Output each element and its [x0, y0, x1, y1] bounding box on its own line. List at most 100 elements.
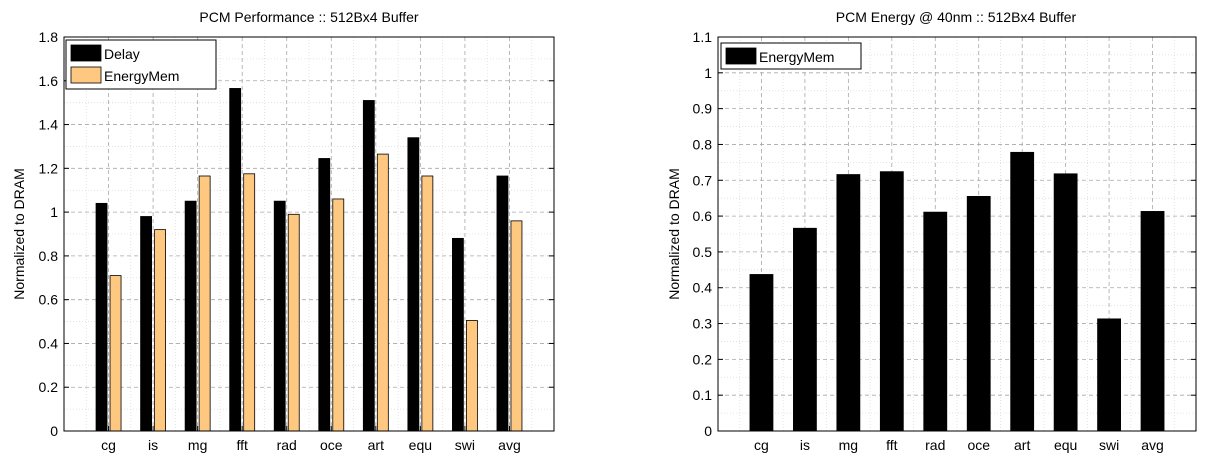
y-tick-label: 0.7	[693, 172, 713, 188]
x-axis-ticks: cg is mg fft rad oce art equ swi avg	[754, 426, 1164, 453]
minor-grid	[64, 37, 554, 431]
bar-delay-fft	[229, 88, 242, 432]
bar-energymem-equ	[421, 175, 434, 432]
bar-energymem-mg	[198, 175, 211, 432]
y-tick-label: 0.2	[693, 351, 713, 367]
legend: Delay EnergyMem	[65, 39, 217, 90]
bar-energymem-rad	[287, 213, 300, 432]
x-tick-label: fft	[236, 437, 248, 453]
bar-delay-swi	[452, 237, 464, 432]
x-tick-label: rad	[925, 437, 945, 453]
chart-title: PCM Energy @ 40nm :: 512Bx4 Buffer	[836, 9, 1077, 25]
y-tick-label: 1.4	[39, 117, 59, 133]
y-tick-label: 0	[704, 423, 712, 439]
axes-frame	[717, 36, 1197, 432]
x-tick-label: swi	[455, 437, 475, 453]
legend: EnergyMem	[720, 42, 862, 70]
y-tick-label: 0.8	[39, 248, 59, 264]
x-axis-ticks: cg is mg fft rad oce art equ swi avg	[101, 426, 521, 453]
chart-1: 0 0.2 0.4 0.6 0.8 1 1.2 1.4 1.6 1.8 cg is mg fft rad oc…	[11, 9, 555, 453]
y-axis-ticks: 0 0.1 0.2 0.3 0.4 0.5 0.6 0.7 0.8 0.9 1 1.1	[693, 29, 1196, 439]
x-tick-label: art	[368, 437, 384, 453]
bar-energymem-rad	[923, 211, 948, 432]
bar-energymem-cg	[109, 275, 122, 432]
x-tick-label: rad	[277, 437, 297, 453]
legend-swatch-energymem	[725, 47, 757, 65]
series-energymem	[109, 153, 523, 432]
legend-label-energymem: EnergyMem	[759, 49, 834, 65]
y-tick-label: 0	[50, 423, 58, 439]
x-tick-label: is	[148, 437, 158, 453]
x-tick-label: fft	[886, 437, 898, 453]
bar-delay-rad	[273, 200, 286, 432]
y-tick-label: 1	[50, 204, 58, 220]
major-grid	[64, 36, 554, 432]
bar-energymem-avg	[510, 220, 523, 432]
bar-energymem-equ	[1053, 173, 1078, 432]
y-tick-label: 0.5	[693, 244, 713, 260]
bar-energymem-swi	[466, 320, 478, 432]
bar-delay-art	[362, 100, 375, 432]
y-tick-label: 1.1	[693, 29, 713, 45]
bar-delay-equ	[407, 137, 420, 432]
y-axis-ticks: 0 0.2 0.4 0.6 0.8 1 1.2 1.4 1.6 1.8	[39, 29, 554, 439]
y-tick-label: 0.2	[39, 379, 59, 395]
y-tick-label: 0.4	[39, 335, 59, 351]
bar-delay-oce	[318, 158, 331, 432]
bar-energymem-is	[793, 227, 817, 432]
x-tick-label: oce	[320, 437, 343, 453]
x-tick-label: equ	[409, 437, 432, 453]
bar-energymem-art	[376, 153, 389, 432]
y-tick-label: 0.6	[39, 292, 59, 308]
x-tick-label: equ	[1054, 437, 1077, 453]
y-tick-label: 1.6	[39, 73, 59, 89]
bar-energymem-fft	[243, 173, 256, 432]
bar-energymem-fft	[879, 171, 904, 432]
legend-label-energymem: EnergyMem	[104, 68, 179, 84]
series-delay	[95, 88, 509, 432]
bar-energymem-art	[1010, 151, 1035, 432]
y-tick-label: 0.6	[693, 208, 713, 224]
chart-2: 0 0.1 0.2 0.3 0.4 0.5 0.6 0.7 0.8 0.9 1 1.1 cg is mg ff…	[666, 9, 1197, 453]
legend-swatch-energymem	[70, 66, 102, 84]
bar-energymem-mg	[836, 174, 861, 432]
minor-grid	[718, 37, 1196, 431]
y-tick-label: 1	[704, 65, 712, 81]
y-tick-label: 0.8	[693, 136, 713, 152]
bar-delay-mg	[184, 200, 197, 432]
legend-swatch-delay	[70, 44, 102, 62]
y-tick-label: 0.1	[693, 387, 713, 403]
x-tick-label: oce	[967, 437, 990, 453]
x-tick-label: mg	[188, 437, 207, 453]
bar-delay-cg	[95, 202, 108, 432]
legend-label-delay: Delay	[104, 46, 140, 62]
y-tick-label: 0.3	[693, 316, 713, 332]
x-tick-label: art	[1014, 437, 1030, 453]
major-grid	[718, 36, 1196, 432]
bar-energymem-avg	[1140, 211, 1165, 432]
y-axis-label: Normalized to DRAM	[11, 168, 27, 299]
x-tick-label: avg	[1141, 437, 1164, 453]
y-tick-label: 0.9	[693, 101, 713, 117]
bar-delay-is	[140, 216, 152, 432]
bar-energymem-oce	[966, 195, 991, 432]
axes-frame	[63, 36, 555, 432]
y-tick-label: 0.4	[693, 280, 713, 296]
y-axis-label: Normalized to DRAM	[666, 168, 682, 299]
x-tick-label: cg	[101, 437, 116, 453]
bar-delay-avg	[496, 175, 509, 432]
y-tick-label: 1.8	[39, 29, 59, 45]
y-tick-label: 1.2	[39, 160, 59, 176]
bar-energymem-cg	[749, 274, 774, 432]
chart-title: PCM Performance :: 512Bx4 Buffer	[199, 9, 419, 25]
x-tick-label: avg	[498, 437, 521, 453]
bar-energymem-swi	[1097, 318, 1121, 432]
x-tick-label: mg	[839, 437, 858, 453]
bar-energymem-oce	[332, 198, 345, 432]
bar-energymem-is	[154, 229, 166, 432]
series-energymem	[749, 151, 1165, 432]
x-tick-label: swi	[1099, 437, 1119, 453]
x-tick-label: cg	[754, 437, 769, 453]
x-tick-label: is	[800, 437, 810, 453]
